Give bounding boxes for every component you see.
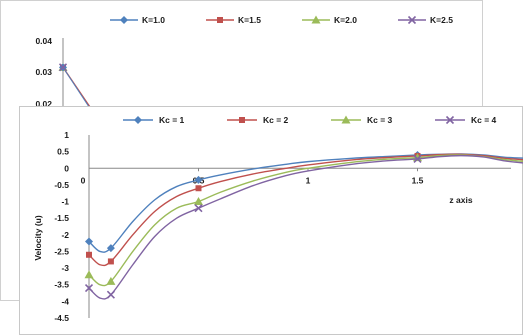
data-point	[106, 244, 115, 253]
y-tick-label: 0.03	[35, 67, 52, 77]
data-point	[413, 154, 422, 164]
series-line	[88, 154, 523, 300]
data-point	[195, 185, 202, 192]
legend-marker	[120, 16, 128, 24]
legend-marker	[407, 15, 417, 25]
legend-marker	[134, 116, 142, 124]
y-tick-label: -4.5	[54, 313, 69, 323]
back-chart-plot: 0.04 0.03 0.02	[35, 36, 93, 111]
data-point	[107, 258, 114, 265]
legend-label: Kc = 4	[471, 115, 497, 125]
legend-marker	[341, 115, 351, 124]
y-tick-label: -4	[61, 296, 69, 306]
data-point	[86, 251, 92, 258]
y-tick-label: 0.04	[35, 36, 52, 46]
data-point	[85, 237, 93, 246]
data-point	[84, 283, 94, 293]
series-line	[62, 67, 92, 111]
y-tick-label: -2.5	[54, 246, 69, 256]
legend-marker	[311, 15, 321, 24]
y-tick-label: 0.02	[35, 99, 52, 109]
x-tick-label: 1.5	[412, 175, 424, 185]
legend-marker	[445, 115, 455, 125]
y-tick-label: -3	[61, 263, 69, 273]
y-tick-label: -0.5	[54, 180, 69, 190]
x-tick-label: 1	[306, 175, 311, 185]
y-axis-title: Velocity (u)	[33, 215, 43, 261]
legend-label: Kc = 2	[263, 115, 289, 125]
x-tick-label: 0	[81, 175, 86, 185]
y-tick-label: -2	[61, 230, 69, 240]
y-tick-label: -1	[61, 197, 69, 207]
legend-label: K=2.0	[334, 15, 357, 25]
data-point	[106, 276, 116, 285]
data-point	[194, 204, 203, 213]
x-axis-title: z axis	[449, 195, 472, 205]
front-chart: Kc = 1 Kc = 2 Kc = 3 Kc = 4 1 0.5 0 -0.5 -1 -1.5…	[19, 106, 523, 335]
front-chart-legend: Kc = 1 Kc = 2 Kc = 3 Kc = 4	[123, 115, 497, 125]
back-chart-legend: K=1.0 K=1.5 K=2.0 K=2.5	[110, 15, 453, 25]
front-chart-axes: 10.50-0.5-1-1.5-2-2.5-3-3.5-4-4.500.511.…	[54, 130, 511, 323]
data-point	[194, 197, 203, 206]
data-point	[84, 270, 94, 279]
y-tick-label: -1.5	[54, 213, 69, 223]
data-point	[106, 290, 115, 299]
y-tick-label: 0.5	[57, 147, 69, 157]
legend-label: K=1.0	[142, 15, 165, 25]
legend-label: K=2.5	[430, 15, 453, 25]
y-tick-label: 0	[64, 163, 69, 173]
legend-marker	[217, 17, 223, 23]
legend-label: K=1.5	[238, 15, 261, 25]
data-point	[194, 175, 203, 184]
legend-label: Kc = 3	[367, 115, 393, 125]
legend-label: Kc = 1	[159, 115, 185, 125]
y-tick-label: 1	[64, 130, 69, 140]
front-chart-frame	[19, 106, 523, 335]
y-tick-label: -3.5	[54, 280, 69, 290]
data-point	[58, 63, 68, 72]
legend-marker	[239, 117, 245, 123]
front-chart-series	[84, 150, 523, 300]
